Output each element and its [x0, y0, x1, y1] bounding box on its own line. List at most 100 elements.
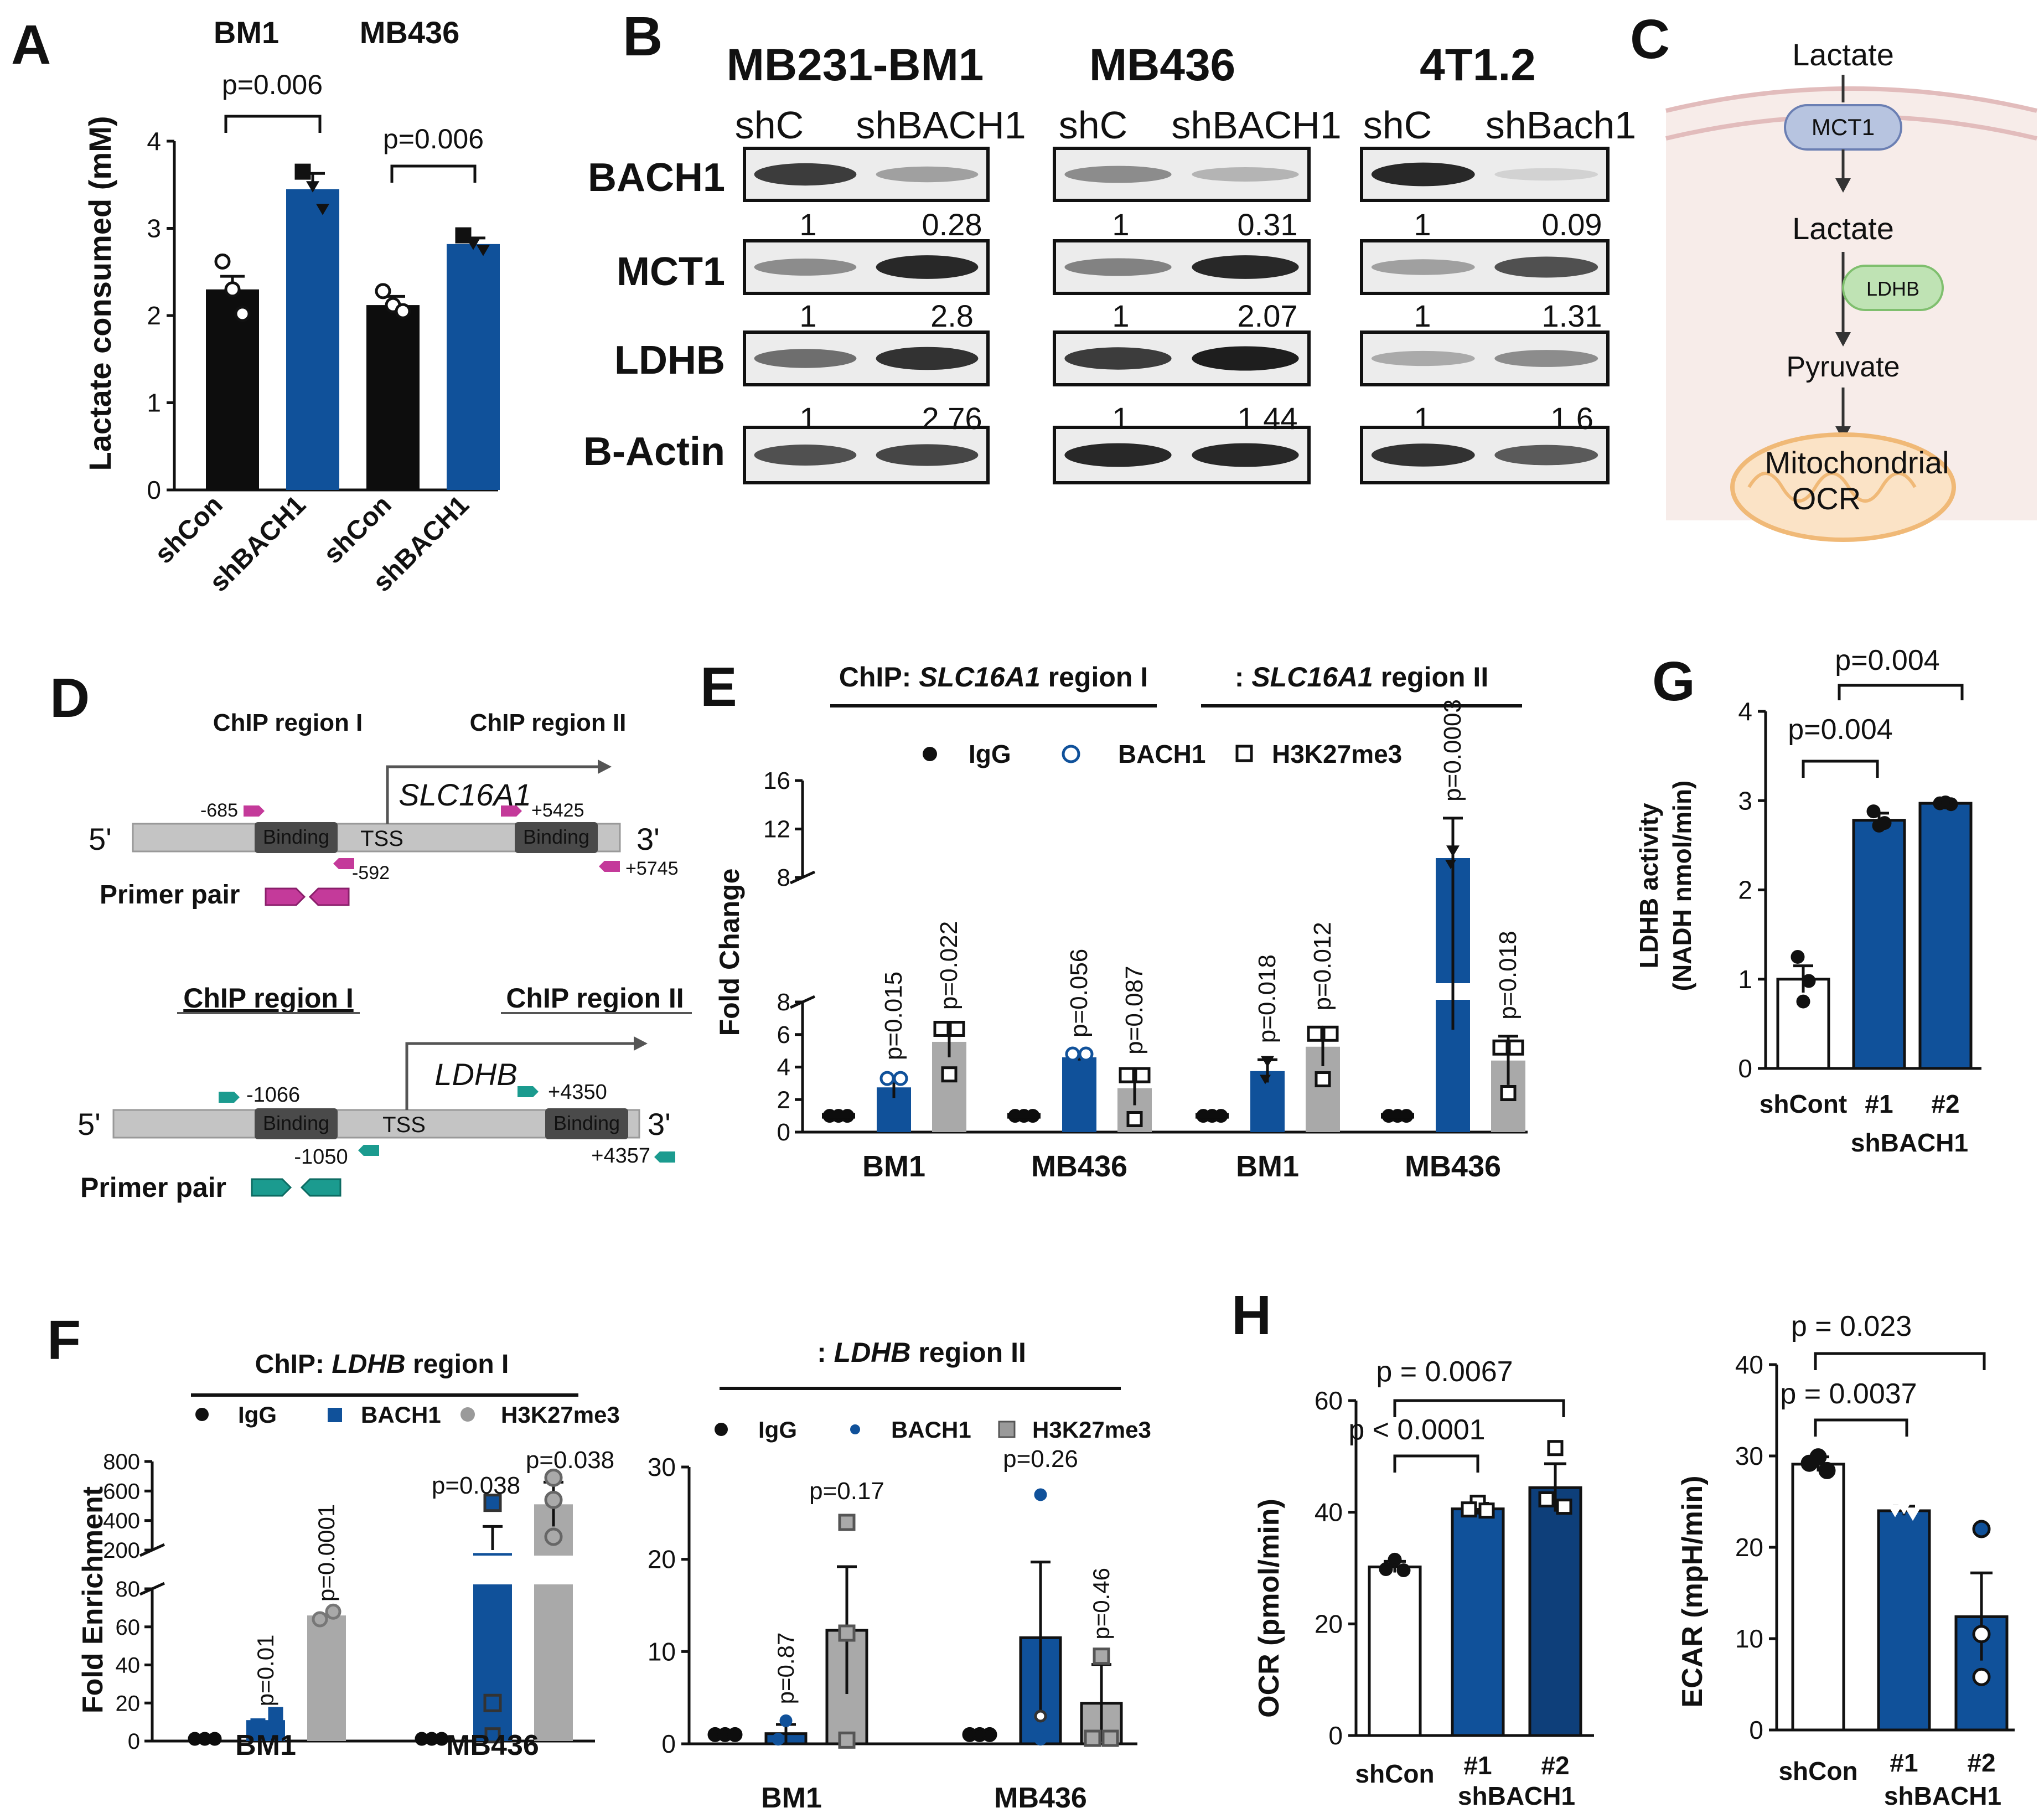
y-tick-label: 800	[103, 1450, 140, 1474]
data-point	[1315, 1071, 1331, 1088]
data-point	[1906, 1509, 1920, 1521]
arrowhead-icon	[1835, 332, 1851, 347]
data-point	[1938, 795, 1953, 809]
plot-f2: 0 10 20 30 p=0.87 p=0.17 p=0.26 p=0.46	[648, 1445, 1137, 1758]
legend-label: IgG	[969, 740, 1011, 768]
x-tick-label: shCont	[1760, 1089, 1847, 1118]
legend-marker	[998, 1421, 1016, 1438]
panel-label-c: C	[1630, 8, 1670, 70]
y-tick-label: 60	[116, 1615, 141, 1640]
data-point	[1093, 1647, 1110, 1665]
protein-label: BACH1	[588, 156, 725, 200]
data-point	[1547, 1440, 1564, 1457]
data-point	[375, 283, 391, 299]
position-label: -1050	[294, 1145, 348, 1169]
x-tick-label: shCon	[318, 490, 397, 569]
data-point	[544, 1468, 563, 1487]
y-tick-label: 40	[1315, 1498, 1343, 1527]
y-tick-label: 30	[648, 1453, 676, 1481]
quant-value: 2.76	[922, 401, 982, 436]
legend-label: H3K27me3	[1272, 740, 1402, 768]
legend-marker	[460, 1407, 475, 1422]
data-point	[1307, 1025, 1323, 1042]
data-point	[1126, 1111, 1143, 1127]
binding-label: Binding	[523, 825, 589, 848]
p-value: p=0.26	[1003, 1445, 1078, 1473]
chip-header: ChIP: LDHB region I	[255, 1350, 509, 1379]
binding-site	[255, 822, 338, 853]
five-prime-label: 5'	[89, 822, 112, 856]
y-axis-label: Lactate consumed (mM)	[82, 116, 117, 471]
position-label: +4357	[591, 1144, 650, 1168]
comparison-bracket	[1814, 1418, 1908, 1437]
p-value: p=0.012	[1309, 922, 1336, 1010]
y-tick-label: 2	[147, 301, 161, 330]
y-axis-label: LDHB activity	[1634, 803, 1663, 968]
bar	[1918, 802, 1973, 1070]
lane-label: shC	[735, 104, 804, 147]
protein-band	[1192, 443, 1299, 467]
protein-band	[754, 445, 857, 466]
p-value: p=0.87	[773, 1633, 799, 1705]
quant-value: 1	[799, 298, 816, 333]
bar	[1877, 1509, 1931, 1732]
group-label: BM1	[1236, 1150, 1299, 1183]
mitochondrion-icon	[1730, 432, 1956, 542]
data-point	[1556, 1499, 1572, 1515]
x-tick-label: #2	[1931, 1089, 1959, 1118]
x-tick-label: shCon	[149, 490, 229, 569]
region-label: ChIP region I	[183, 983, 353, 1014]
data-point	[1034, 1488, 1047, 1501]
legend: IgG BACH1 H3K27me3	[195, 1402, 620, 1428]
legend-label: BACH1	[361, 1402, 441, 1428]
data-point	[779, 1714, 793, 1727]
panel-label-b: B	[623, 6, 663, 68]
panel-label-a: A	[11, 14, 51, 76]
protein-band	[1064, 443, 1172, 467]
quant-value: 1	[1414, 401, 1431, 436]
legend-label: H3K27me3	[501, 1402, 620, 1428]
legend-marker	[923, 747, 937, 761]
region-label: ChIP region II	[470, 709, 627, 736]
arrowhead-icon	[1835, 178, 1851, 193]
binding-label: Binding	[263, 1112, 329, 1134]
comparison-bracket	[1838, 684, 1964, 700]
metabolite-label: Lactate	[1792, 211, 1894, 246]
data-point	[544, 1527, 563, 1546]
panel-a: A BM1 MB436 p=0.006 p=0.006 Lactate cons…	[11, 14, 500, 597]
y-tick-label: 80	[116, 1577, 141, 1602]
group-label: shBACH1	[1458, 1781, 1575, 1810]
data-point	[477, 245, 490, 256]
metabolite-label: Pyruvate	[1786, 351, 1900, 383]
data-point	[1478, 1502, 1495, 1519]
lane-label: shC	[1363, 104, 1432, 147]
binding-site	[515, 822, 598, 853]
group-label: BM1	[761, 1782, 822, 1814]
group-label: MB436	[994, 1782, 1087, 1814]
protein-band	[1064, 166, 1172, 183]
legend-label: IgG	[758, 1417, 797, 1443]
p-value: p=0.056	[1065, 949, 1093, 1037]
group-label: MB436	[1031, 1150, 1127, 1183]
legend-marker	[195, 1408, 209, 1421]
data-point	[727, 1727, 743, 1742]
y-tick-label: 2	[777, 1086, 790, 1113]
y-tick-label: 600	[103, 1479, 140, 1504]
panel-e: E ChIP: SLC16A1 region I : SLC16A1 regio…	[700, 656, 1528, 1183]
data-point	[214, 253, 231, 270]
group-label: shBACH1	[1851, 1128, 1968, 1157]
data-point	[312, 1611, 328, 1628]
plot-h2: 0 10 20 30 40	[1735, 1350, 2015, 1744]
panel-d: D ChIP region I ChIP region II 5' 3' Bin…	[50, 667, 692, 1203]
quant-value: 1.6	[1550, 401, 1593, 436]
y-tick-label: 60	[1315, 1386, 1343, 1415]
data-point	[838, 1731, 856, 1749]
y-axis-label-units: (NADH nmol/min)	[1668, 781, 1696, 991]
primer-icon	[251, 1178, 292, 1197]
plot-e: 0 2 4 6 8 8 12 16 p=0.015 p=0.022 p=0.056 p=0.087 p=…	[763, 699, 1528, 1146]
chip-header: ChIP: SLC16A1 region I	[839, 662, 1148, 693]
quant-value: 1	[1112, 401, 1129, 436]
mito-label: Mitochondrial	[1764, 445, 1949, 480]
quant-value: 1	[799, 207, 816, 242]
